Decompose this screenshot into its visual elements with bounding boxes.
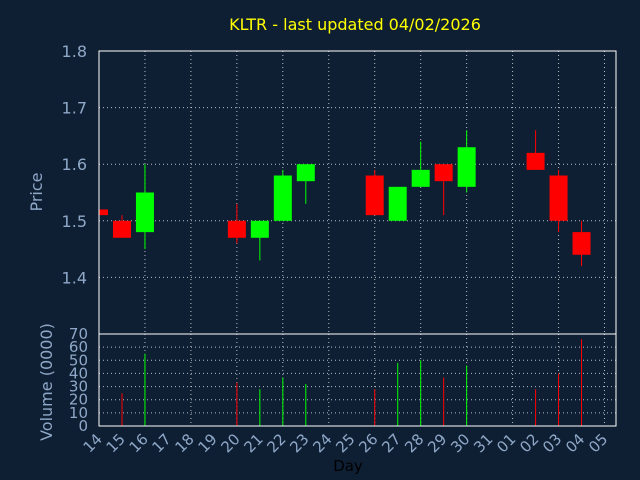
candle-body [112,220,131,238]
price-y-tick: 1.5 [62,212,87,231]
candle-14 [98,209,108,216]
price-y-tick: 1.7 [62,99,87,118]
price-y-tick: 1.4 [62,268,87,287]
volume-y-tick: 30 [69,378,88,396]
price-panel-frame [98,50,617,335]
volume-panel-frame [98,333,617,427]
candle-body [526,152,545,170]
candle-04 [572,220,591,267]
candle-26 [365,169,384,216]
candle-body [296,164,315,182]
candle-body [135,192,154,233]
chart-title: KLTR - last updated 04/02/2026 [229,15,481,34]
x-tick: 05 [585,430,611,456]
volume-y-tick: 70 [69,325,88,343]
candle-20 [227,203,246,244]
volume-gridlines [99,334,616,426]
price-y-tick: 1.8 [62,42,87,61]
price-y-axis-label: Price [27,172,46,211]
candle-02 [526,130,545,170]
candle-body [457,147,476,187]
candle-21 [250,220,269,261]
candle-body [250,220,269,238]
candle-30 [457,130,476,193]
candle-03 [549,169,568,233]
volume-y-axis-label: Volume (0000) [37,323,56,441]
volume-bars [121,339,583,426]
volume-y-tick: 60 [69,338,88,356]
volume-y-tick: 0 [78,417,88,435]
candlesticks [98,130,591,267]
candle-29 [434,164,453,216]
candle-body [388,186,407,221]
candle-27 [388,186,407,221]
candle-15 [112,215,131,238]
candle-28 [411,141,430,187]
x-axis-label: Day [333,457,363,475]
candle-body [549,175,568,221]
price-gridlines [99,50,616,334]
volume-y-tick: 20 [69,391,88,409]
candle-16 [135,164,154,250]
candle-23 [296,164,315,204]
volume-y-tick: 50 [69,351,88,369]
volume-y-tick: 10 [69,404,88,422]
candle-body [411,169,430,187]
candle-body [99,209,108,216]
candle-body [572,232,591,255]
price-panel: 1.4 1.5 1.6 1.7 1.8 Price [27,42,617,335]
volume-y-tick: 40 [69,364,88,382]
price-y-tick-labels: 1.4 1.5 1.6 1.7 1.8 [62,42,87,287]
candle-22 [273,169,292,221]
candle-body [273,175,292,221]
price-y-tick: 1.6 [62,155,87,174]
candle-body [365,175,384,216]
candle-body [434,164,453,182]
x-tick-labels: 1415161718192021222324252627282930310102… [80,430,612,456]
candle-body [227,220,246,238]
